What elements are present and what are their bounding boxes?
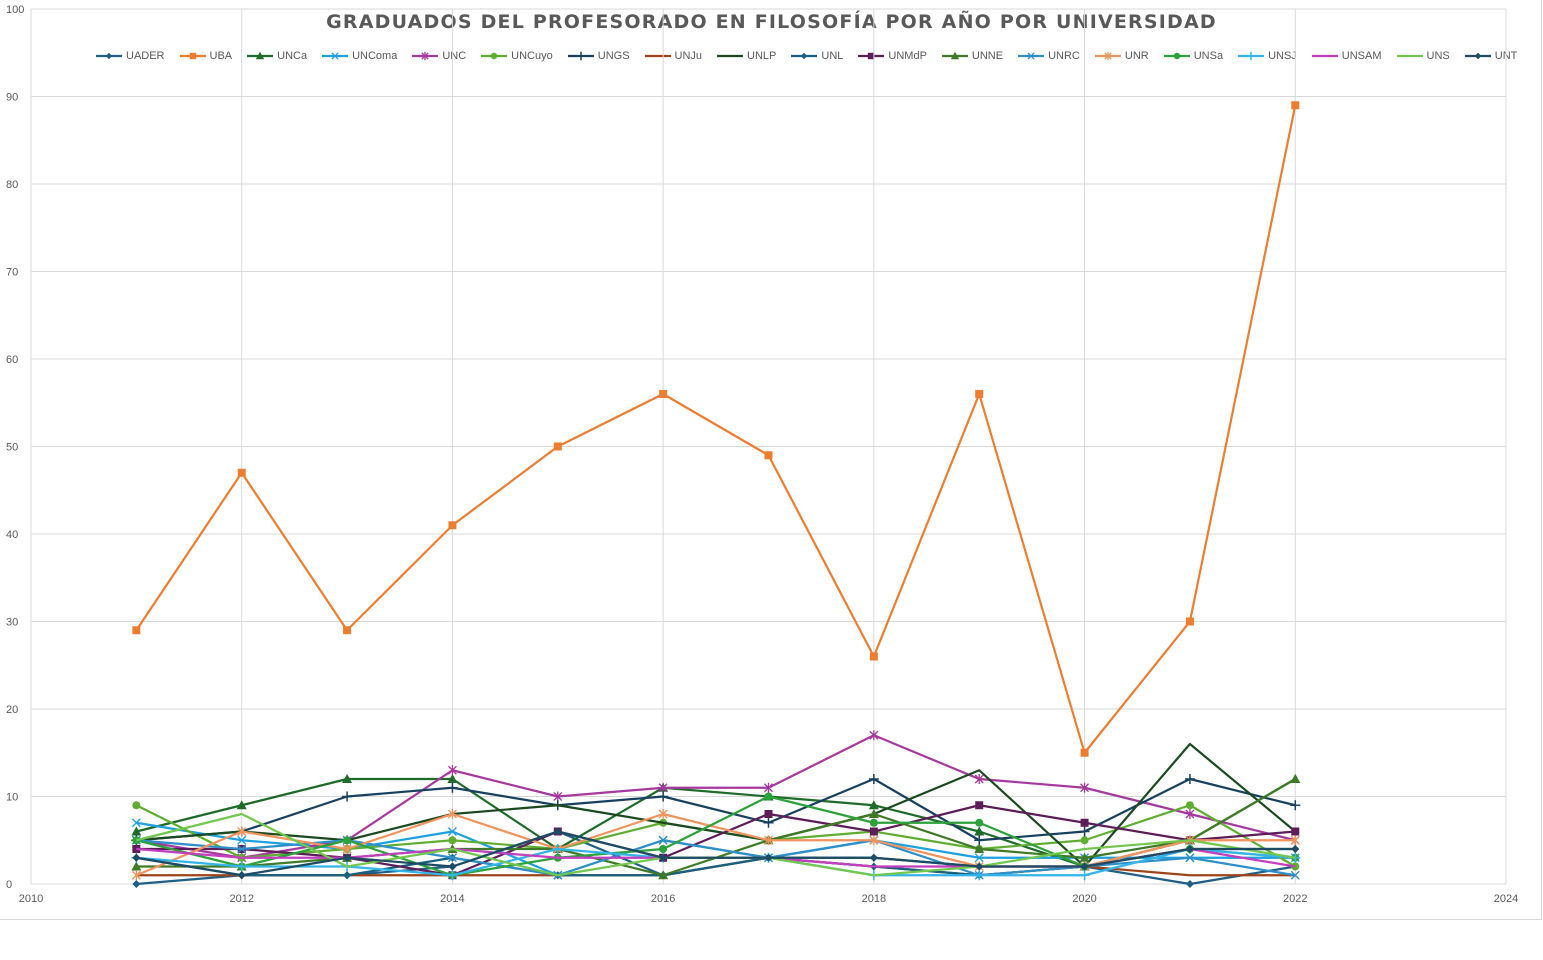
legend-swatch-icon	[1163, 52, 1190, 60]
x-tick-label: 2018	[862, 893, 886, 905]
legend-item-unsj: UNSJ	[1237, 50, 1297, 62]
legend-label: UNSJ	[1268, 50, 1297, 62]
x-tick-label: 2022	[1283, 893, 1307, 905]
y-tick-label: 10	[6, 792, 18, 804]
legend-swatch-icon	[644, 54, 671, 58]
legend-swatch-icon	[567, 51, 594, 61]
y-tick-label: 60	[6, 354, 18, 366]
legend-label: UBA	[209, 50, 233, 62]
legend-item-uns: UNS	[1396, 50, 1450, 62]
x-tick-label: 2024	[1494, 893, 1518, 905]
legend-swatch-icon	[941, 51, 968, 60]
legend-swatch-icon	[322, 52, 349, 60]
legend-swatch-icon	[1464, 52, 1491, 60]
y-tick-label: 50	[6, 442, 18, 454]
legend-label: UNCuyo	[511, 50, 553, 62]
legend-label: UNL	[821, 50, 844, 62]
y-tick-label: 0	[6, 879, 12, 891]
legend-label: UNMdP	[888, 50, 927, 62]
legend-swatch-icon	[412, 51, 439, 61]
legend-swatch-icon	[1094, 51, 1121, 61]
legend-swatch-icon	[791, 52, 818, 60]
legend-label: UNSa	[1193, 50, 1224, 62]
legend-label: UNR	[1124, 50, 1149, 62]
legend: UADER UBA UNCa UNComa UNC UNCuyo UNGS UNJu UNLP U…	[95, 48, 1531, 64]
legend-label: UNComa	[352, 50, 398, 62]
x-tick-label: 2020	[1072, 893, 1096, 905]
legend-label: UNLP	[747, 50, 777, 62]
legend-item-uncoma: UNComa	[321, 50, 397, 62]
legend-label: UNC	[442, 50, 467, 62]
legend-label: UNRC	[1048, 50, 1080, 62]
series-ungs	[131, 774, 1301, 846]
legend-swatch-icon	[179, 52, 206, 60]
y-tick-label: 100	[6, 4, 24, 16]
y-tick-label: 80	[6, 179, 18, 191]
legend-item-unmdp: UNMdP	[857, 50, 927, 62]
legend-label: UNGS	[597, 50, 630, 62]
legend-swatch-icon	[96, 52, 122, 60]
series-unlp	[136, 742, 1296, 868]
legend-item-unrc: UNRC	[1017, 50, 1080, 62]
legend-item-uader: UADER	[95, 50, 165, 62]
legend-swatch-icon	[1238, 51, 1265, 61]
legend-label: UNJu	[674, 50, 703, 62]
legend-swatch-icon	[1018, 52, 1045, 60]
chart-title: GRADUADOS DEL PROFESORADO EN FILOSOFÍA P…	[326, 11, 1217, 33]
legend-item-unsam: UNSAM	[1311, 50, 1382, 62]
legend-item-unr: UNR	[1094, 50, 1149, 62]
legend-item-unl: UNL	[790, 50, 843, 62]
legend-label: UNS	[1426, 50, 1450, 62]
x-tick-label: 2014	[440, 893, 464, 905]
x-tick-label: 2010	[19, 893, 43, 905]
legend-swatch-icon	[481, 52, 508, 60]
legend-label: UNSAM	[1341, 50, 1382, 62]
legend-label: UNCa	[277, 50, 308, 62]
legend-label: UNNE	[971, 50, 1004, 62]
y-tick-label: 90	[6, 92, 18, 104]
y-tick-label: 20	[6, 704, 18, 716]
legend-swatch-icon	[1396, 54, 1423, 58]
legend-swatch-icon	[858, 52, 885, 60]
legend-swatch-icon	[247, 51, 274, 60]
legend-item-uba: UBA	[179, 50, 233, 62]
series-uba	[132, 101, 1300, 757]
legend-label: UADER	[126, 50, 165, 62]
legend-item-unju: UNJu	[644, 50, 703, 62]
legend-item-unc: UNC	[411, 50, 466, 62]
legend-item-unsa: UNSa	[1163, 50, 1223, 62]
legend-item-unne: UNNE	[941, 50, 1003, 62]
y-tick-label: 40	[6, 529, 18, 541]
y-tick-label: 70	[6, 267, 18, 279]
legend-item-ungs: UNGS	[567, 50, 630, 62]
legend-swatch-icon	[1311, 54, 1338, 58]
legend-item-unlp: UNLP	[716, 50, 776, 62]
x-tick-label: 2016	[651, 893, 675, 905]
y-tick-label: 30	[6, 617, 18, 629]
x-tick-label: 2012	[229, 893, 253, 905]
legend-item-uncuyo: UNCuyo	[480, 50, 553, 62]
legend-item-unca: UNCa	[246, 50, 307, 62]
legend-swatch-icon	[717, 54, 744, 58]
series-unt	[132, 827, 1300, 880]
